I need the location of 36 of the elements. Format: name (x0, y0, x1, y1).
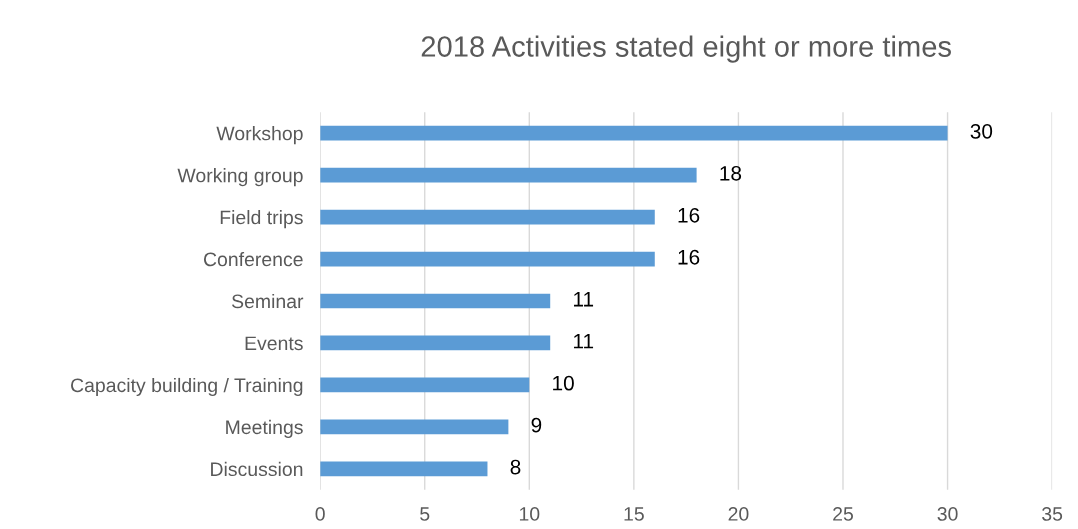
data-label: 30 (970, 123, 993, 139)
bar (320, 209, 655, 225)
data-label: 10 (553, 375, 574, 391)
data-label: 11 (574, 292, 594, 307)
bar (320, 125, 948, 141)
y-tick-label: Events (245, 336, 303, 351)
bar (320, 419, 509, 435)
x-tick-label: 25 (833, 507, 853, 521)
bar (320, 167, 697, 183)
x-tick-label: 0 (315, 507, 325, 521)
data-label: 9 (531, 417, 542, 433)
data-label: 8 (510, 459, 521, 475)
y-tick-label: Conference (203, 252, 303, 267)
y-tick-label: Working group (177, 168, 303, 187)
y-tick-label: Discussion (211, 461, 303, 477)
x-tick-label: 15 (624, 507, 644, 521)
x-tick-label: 10 (519, 507, 540, 521)
y-tick-label: Workshop (216, 126, 303, 145)
y-tick-label: Field trips (220, 210, 303, 229)
data-label: 11 (574, 334, 594, 349)
data-label: 18 (720, 165, 742, 181)
chart-title: 2018 Activities stated eight or more times (421, 35, 951, 63)
bar (320, 293, 551, 309)
y-tick-label: Meetings (226, 419, 303, 438)
bar (320, 377, 530, 393)
data-label: 16 (678, 207, 700, 223)
y-tick-label: Seminar (231, 293, 304, 309)
bar (320, 251, 655, 267)
x-tick-label: 20 (728, 507, 749, 521)
x-tick-label: 5 (420, 507, 430, 521)
bar (320, 461, 488, 477)
x-tick-label: 35 (1042, 507, 1063, 521)
bar (320, 335, 551, 351)
data-label: 16 (678, 249, 700, 265)
y-tick-label: Capacity building / Training (71, 377, 303, 397)
x-tick-label: 30 (937, 507, 958, 521)
